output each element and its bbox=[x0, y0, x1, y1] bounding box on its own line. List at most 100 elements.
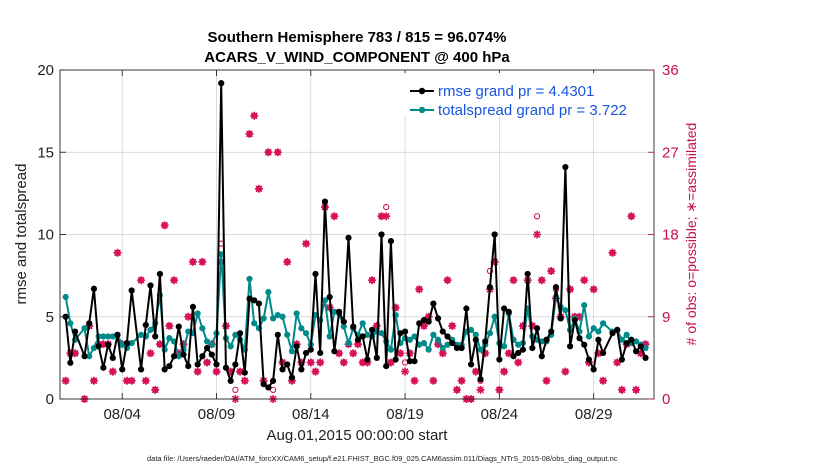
totalspread-point bbox=[585, 333, 593, 340]
rmse-point bbox=[500, 305, 508, 312]
obs-assimilated-marker bbox=[240, 376, 249, 385]
totalspread-point bbox=[194, 310, 201, 317]
rmse-point bbox=[491, 231, 498, 238]
rmse-point bbox=[142, 321, 149, 329]
y-right-tick-label: 0 bbox=[662, 391, 670, 408]
rmse-point bbox=[100, 364, 107, 371]
rmse-point bbox=[246, 295, 253, 302]
obs-assimilated-marker bbox=[122, 376, 131, 385]
x-axis-label: Aug.01,2015 00:00:00 start bbox=[267, 427, 449, 444]
rmse-point bbox=[378, 231, 385, 238]
totalspread-point bbox=[100, 333, 107, 340]
obs-assimilated-marker bbox=[471, 367, 480, 376]
obs-assimilated-marker bbox=[608, 248, 617, 257]
rmse-point bbox=[265, 384, 272, 391]
obs-assimilated-marker bbox=[287, 376, 296, 385]
obs-assimilated-marker bbox=[358, 358, 367, 367]
obs-assimilated-marker bbox=[533, 230, 542, 239]
totalspread-point bbox=[302, 330, 310, 337]
obs-possible-marker bbox=[533, 213, 541, 220]
obs-assimilated-marker bbox=[273, 148, 282, 157]
rmse-point bbox=[614, 326, 621, 334]
x-tick-label: 08/04 bbox=[103, 406, 141, 423]
totalspread-point bbox=[251, 320, 258, 327]
rmse-point bbox=[302, 349, 310, 357]
rmse-point bbox=[472, 336, 479, 343]
obs-assimilated-marker bbox=[212, 367, 221, 376]
totalspread-point bbox=[477, 346, 484, 353]
x-tick-label: 08/14 bbox=[292, 406, 330, 423]
totalspread-point bbox=[128, 339, 135, 347]
rmse-point bbox=[170, 353, 178, 360]
legend: rmse grand pr = 4.4301 totalspread grand… bbox=[404, 73, 631, 119]
totalspread-point bbox=[260, 315, 267, 322]
rmse-point bbox=[529, 344, 536, 352]
rmse-point bbox=[71, 328, 79, 335]
x-tick-label: 08/19 bbox=[386, 406, 424, 423]
obs-assimilated-marker bbox=[566, 285, 575, 294]
rmse-point bbox=[383, 363, 390, 370]
rmse-point bbox=[463, 305, 470, 312]
rmse-point bbox=[618, 356, 626, 363]
obs-assimilated-marker bbox=[193, 367, 202, 376]
obs-assimilated-marker bbox=[353, 340, 362, 349]
obs-assimilated-marker bbox=[146, 349, 155, 358]
obs-assimilated-marker bbox=[245, 129, 254, 138]
rmse-point bbox=[147, 282, 154, 289]
rmse-point bbox=[467, 361, 475, 368]
totalspread-point bbox=[109, 333, 116, 340]
obs-assimilated-marker bbox=[396, 349, 405, 358]
obs-assimilated-marker bbox=[151, 385, 160, 394]
obs-possible-marker bbox=[383, 203, 390, 211]
obs-assimilated-marker bbox=[599, 376, 608, 385]
rmse-point bbox=[326, 293, 333, 301]
totalspread-point bbox=[227, 343, 234, 350]
x-tick-label: 08/29 bbox=[575, 406, 613, 423]
totalspread-point bbox=[137, 331, 145, 338]
obs-assimilated-marker bbox=[500, 367, 509, 376]
obs-assimilated-marker bbox=[429, 376, 438, 385]
obs-assimilated-marker bbox=[580, 276, 589, 285]
rmse-point bbox=[538, 353, 545, 360]
totalspread-point bbox=[269, 315, 277, 322]
totalspread-point bbox=[359, 320, 366, 327]
totalspread-point bbox=[265, 288, 272, 296]
rmse-point bbox=[236, 330, 244, 337]
totalspread-point bbox=[166, 335, 173, 342]
obs-assimilated-marker bbox=[481, 349, 490, 358]
rmse-point bbox=[387, 237, 395, 245]
rmse-point bbox=[331, 348, 338, 355]
rmse-point bbox=[590, 366, 597, 373]
rmse-point bbox=[255, 300, 263, 307]
rmse-point bbox=[458, 344, 465, 352]
rmse-point bbox=[552, 284, 560, 291]
obs-possible-marker bbox=[486, 267, 494, 275]
obs-assimilated-marker bbox=[391, 303, 400, 312]
obs-possible-marker bbox=[269, 386, 277, 394]
rmse-point bbox=[137, 366, 145, 373]
rmse-point bbox=[557, 315, 564, 322]
obs-assimilated-marker bbox=[594, 349, 603, 358]
obs-assimilated-marker bbox=[561, 367, 570, 376]
rmse-point bbox=[411, 358, 418, 365]
obs-assimilated-marker bbox=[179, 340, 188, 349]
totalspread-point bbox=[642, 344, 649, 352]
totalspread-point bbox=[288, 348, 296, 355]
obs-assimilated-marker bbox=[226, 367, 235, 376]
obs-assimilated-marker bbox=[410, 376, 419, 385]
obs-assimilated-marker bbox=[368, 276, 377, 285]
totalspread-point bbox=[618, 336, 626, 343]
obs-assimilated-marker bbox=[617, 385, 626, 394]
totalspread-point bbox=[340, 323, 347, 330]
obs-assimilated-marker bbox=[537, 276, 546, 285]
obs-assimilated-marker bbox=[306, 358, 315, 367]
obs-assimilated-marker bbox=[203, 358, 212, 367]
rmse-point bbox=[359, 333, 366, 340]
rmse-point bbox=[449, 339, 456, 347]
obs-assimilated-marker bbox=[330, 212, 339, 221]
rmse-point bbox=[269, 377, 277, 385]
rmse-point bbox=[189, 303, 197, 310]
legend-box bbox=[404, 73, 631, 116]
totalspread-point bbox=[500, 343, 508, 350]
rmse-point bbox=[298, 366, 305, 373]
